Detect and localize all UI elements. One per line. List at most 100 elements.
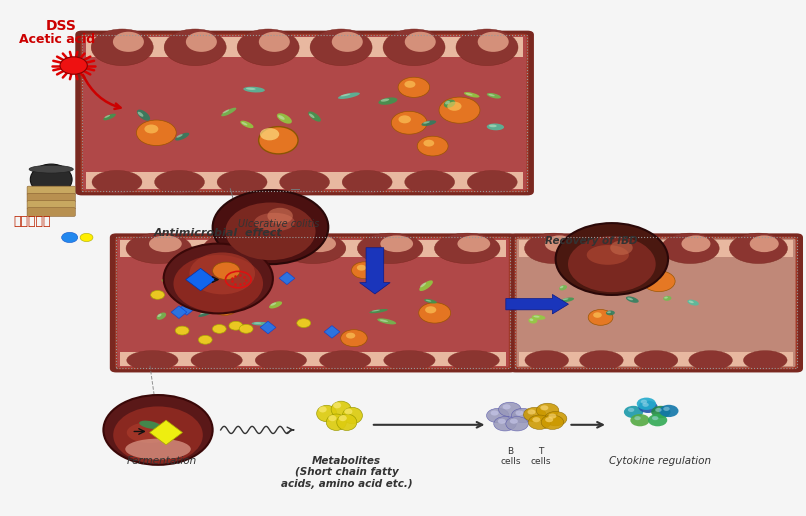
Ellipse shape — [280, 233, 346, 264]
Ellipse shape — [369, 309, 388, 313]
Ellipse shape — [380, 319, 388, 322]
Circle shape — [510, 418, 518, 424]
Ellipse shape — [198, 297, 212, 303]
Ellipse shape — [310, 29, 372, 66]
Circle shape — [593, 270, 621, 289]
Circle shape — [532, 417, 540, 422]
Circle shape — [624, 406, 643, 418]
Ellipse shape — [254, 213, 295, 231]
Circle shape — [512, 408, 534, 423]
Circle shape — [425, 307, 436, 313]
Ellipse shape — [532, 315, 546, 320]
Ellipse shape — [186, 32, 217, 52]
Ellipse shape — [113, 32, 144, 52]
Ellipse shape — [688, 300, 699, 305]
Circle shape — [405, 81, 415, 88]
Ellipse shape — [563, 298, 568, 300]
Ellipse shape — [226, 235, 259, 252]
Circle shape — [487, 408, 509, 423]
Ellipse shape — [434, 233, 500, 264]
FancyBboxPatch shape — [85, 37, 523, 57]
Polygon shape — [179, 302, 195, 315]
Circle shape — [588, 310, 613, 325]
Ellipse shape — [280, 170, 330, 194]
Text: Acetic acid: Acetic acid — [19, 34, 95, 46]
Ellipse shape — [221, 108, 236, 116]
Ellipse shape — [277, 113, 292, 124]
Ellipse shape — [525, 350, 568, 370]
Ellipse shape — [681, 235, 710, 252]
Ellipse shape — [333, 402, 341, 408]
Circle shape — [341, 330, 368, 347]
Ellipse shape — [127, 350, 178, 370]
Ellipse shape — [607, 311, 611, 313]
Circle shape — [213, 190, 328, 264]
Ellipse shape — [191, 350, 243, 370]
Ellipse shape — [488, 94, 495, 96]
Circle shape — [536, 403, 559, 417]
Circle shape — [503, 404, 511, 409]
Ellipse shape — [424, 299, 437, 303]
Ellipse shape — [466, 93, 473, 95]
Circle shape — [630, 414, 650, 426]
Circle shape — [548, 413, 556, 418]
Circle shape — [351, 262, 378, 279]
Ellipse shape — [91, 29, 153, 66]
Ellipse shape — [380, 99, 389, 102]
Circle shape — [610, 240, 633, 255]
Ellipse shape — [422, 120, 436, 126]
Ellipse shape — [545, 235, 574, 252]
Text: T
cells: T cells — [531, 447, 551, 466]
FancyBboxPatch shape — [509, 233, 803, 373]
FancyBboxPatch shape — [516, 237, 796, 368]
FancyArrow shape — [359, 248, 390, 294]
Ellipse shape — [92, 170, 142, 194]
FancyBboxPatch shape — [75, 30, 534, 196]
Ellipse shape — [448, 350, 500, 370]
Ellipse shape — [308, 111, 321, 122]
Circle shape — [651, 406, 671, 418]
Ellipse shape — [467, 170, 517, 194]
Circle shape — [545, 417, 553, 422]
Ellipse shape — [29, 165, 73, 173]
Ellipse shape — [209, 300, 216, 303]
Ellipse shape — [525, 233, 583, 264]
Circle shape — [528, 415, 550, 429]
FancyBboxPatch shape — [27, 194, 75, 202]
Ellipse shape — [559, 285, 567, 291]
Ellipse shape — [580, 350, 623, 370]
Circle shape — [213, 262, 240, 280]
Ellipse shape — [105, 115, 110, 118]
Ellipse shape — [587, 245, 629, 265]
Circle shape — [499, 402, 521, 416]
Ellipse shape — [357, 233, 423, 264]
Ellipse shape — [664, 297, 668, 299]
Ellipse shape — [127, 422, 173, 443]
Ellipse shape — [217, 170, 267, 194]
Ellipse shape — [372, 310, 380, 312]
Circle shape — [60, 57, 87, 74]
Circle shape — [544, 411, 567, 426]
Ellipse shape — [380, 235, 413, 252]
Circle shape — [113, 407, 203, 464]
Circle shape — [346, 333, 355, 338]
Ellipse shape — [378, 98, 397, 105]
Ellipse shape — [340, 93, 351, 96]
Circle shape — [61, 232, 77, 243]
FancyBboxPatch shape — [27, 208, 75, 216]
Text: Cytokine regulation: Cytokine regulation — [609, 456, 711, 466]
Ellipse shape — [161, 279, 176, 286]
FancyBboxPatch shape — [85, 172, 523, 189]
Circle shape — [268, 208, 293, 224]
Circle shape — [498, 418, 506, 424]
Ellipse shape — [534, 316, 539, 318]
Circle shape — [527, 409, 535, 414]
Text: 芍藥甘草湯: 芍藥甘草湯 — [14, 215, 51, 228]
Ellipse shape — [419, 280, 433, 291]
Ellipse shape — [464, 92, 480, 98]
Ellipse shape — [31, 164, 72, 195]
Polygon shape — [279, 272, 295, 284]
Ellipse shape — [200, 298, 206, 301]
Text: Fermentation: Fermentation — [127, 456, 197, 466]
Circle shape — [226, 202, 316, 260]
